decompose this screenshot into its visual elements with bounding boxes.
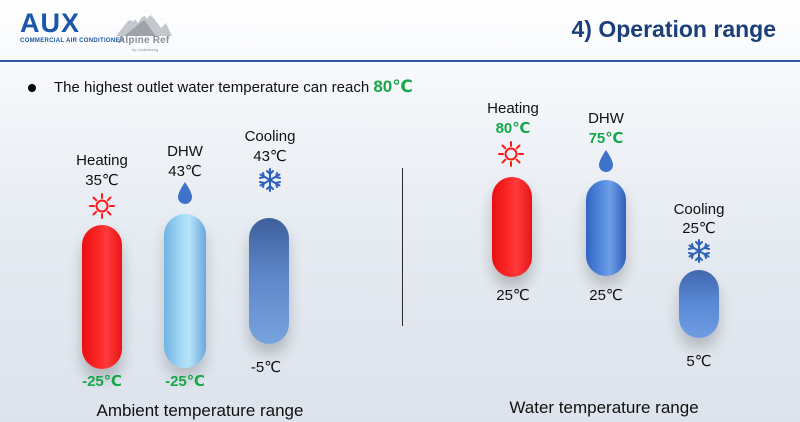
ambient-section-label: Ambient temperature range (96, 401, 304, 420)
header-divider (0, 60, 800, 62)
mountain-logo-icon (114, 6, 174, 48)
bullet-icon (28, 84, 36, 92)
water-heating-range-bar (492, 177, 532, 277)
sun-icon (88, 192, 116, 220)
water-cooling-label: Cooling (673, 201, 725, 218)
ambient-cooling-max: 43℃ (253, 148, 287, 165)
ambient-heating-max: 35℃ (85, 172, 119, 189)
water-drop-icon (177, 181, 193, 205)
ambient-heating-label: Heating (76, 152, 128, 169)
sun-icon (497, 140, 525, 168)
bullet-text: The highest outlet water temperature can… (54, 77, 413, 97)
snowflake-icon (257, 167, 283, 193)
water-heating-max: 80℃ (495, 120, 531, 137)
ambient-heating-min: -25℃ (82, 373, 122, 390)
ambient-dhw-label: DHW (167, 143, 203, 160)
bullet-highlight: 80℃ (373, 77, 413, 96)
water-dhw-range-bar (586, 180, 626, 276)
ambient-cooling-label: Cooling (244, 128, 296, 145)
bullet-text-main: The highest outlet water temperature can… (54, 79, 374, 96)
water-heating-min: 25℃ (496, 287, 530, 304)
water-cooling-range-bar (679, 270, 719, 338)
water-cooling-min: 5℃ (686, 353, 712, 370)
water-dhw-min: 25℃ (589, 287, 623, 304)
aux-logo: AUX (20, 8, 81, 38)
section-divider (402, 168, 403, 326)
water-dhw-label: DHW (588, 110, 624, 127)
water-cooling-max: 25℃ (682, 220, 716, 237)
ambient-cooling-min: -5℃ (250, 359, 282, 376)
ambient-dhw-max: 43℃ (168, 163, 202, 180)
ambient-heating-range-bar (82, 225, 122, 369)
aux-logo-subtitle: COMMERCIAL AIR CONDITIONER (20, 38, 125, 44)
water-drop-icon (598, 149, 614, 173)
water-heating-label: Heating (487, 100, 539, 117)
partner-logo-text: Alpine Ref (118, 35, 170, 46)
partner-logo-subtext: by Leskenburg (132, 47, 159, 52)
ambient-cooling-range-bar (249, 218, 289, 344)
page-title: 4) Operation range (571, 16, 776, 42)
water-dhw-max: 75℃ (588, 130, 624, 147)
snowflake-icon (686, 238, 712, 264)
water-section-label: Water temperature range (509, 398, 699, 417)
ambient-dhw-range-bar (164, 214, 206, 368)
ambient-dhw-min: -25℃ (165, 373, 205, 390)
